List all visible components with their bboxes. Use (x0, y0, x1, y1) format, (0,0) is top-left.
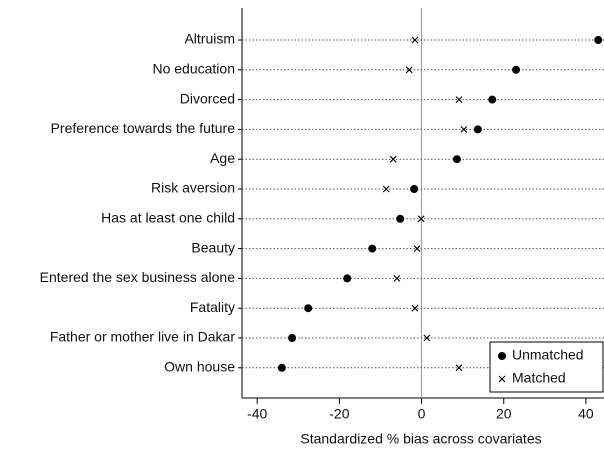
legend-label: Unmatched (512, 347, 584, 363)
y-tick-label: Entered the sex business alone (40, 269, 236, 285)
point (389, 155, 397, 163)
y-tick-label: Own house (164, 359, 235, 375)
point (498, 352, 506, 360)
point (396, 214, 405, 223)
point (411, 304, 419, 312)
y-tick-label: No education (152, 61, 235, 77)
point (413, 245, 421, 252)
point (368, 244, 377, 253)
point (382, 185, 390, 193)
point (512, 65, 521, 74)
point (288, 334, 297, 342)
y-tick-label: Age (210, 150, 235, 166)
point (488, 95, 497, 104)
point (423, 334, 431, 342)
y-tick-label: Has at least one child (101, 210, 235, 226)
x-axis-label: Standardized % bias across covariates (300, 431, 541, 447)
x-tick-label: 20 (496, 406, 512, 422)
point (410, 185, 419, 193)
y-tick-label: Risk aversion (151, 180, 235, 196)
point (277, 363, 286, 372)
point (594, 36, 603, 44)
point (411, 36, 419, 44)
y-tick-label: Divorced (180, 90, 235, 106)
point (417, 215, 425, 223)
x-tick-label: -40 (247, 406, 267, 422)
x-tick-label: 0 (418, 406, 426, 422)
legend-label: Matched (512, 370, 566, 386)
y-tick-label: Altruism (184, 31, 235, 47)
point (405, 66, 413, 74)
point (455, 364, 463, 372)
point (304, 304, 313, 313)
point (343, 274, 352, 283)
legend-box (489, 341, 604, 393)
point (393, 275, 401, 282)
point (498, 375, 506, 383)
x-tick-label: 40 (578, 406, 594, 422)
x-tick-label: -20 (329, 406, 349, 422)
y-tick-label: Beauty (191, 239, 235, 255)
point (452, 155, 461, 164)
y-tick-label: Father or mother live in Dakar (50, 329, 236, 345)
point (455, 96, 463, 103)
y-tick-label: Fatality (190, 299, 235, 315)
point (473, 125, 482, 134)
point (460, 126, 468, 133)
y-tick-label: Preference towards the future (51, 120, 236, 136)
